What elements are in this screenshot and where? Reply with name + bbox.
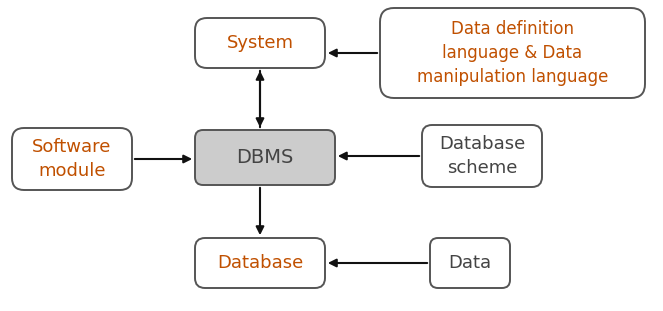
Text: Data definition
language & Data
manipulation language: Data definition language & Data manipula… bbox=[417, 21, 608, 86]
FancyBboxPatch shape bbox=[422, 125, 542, 187]
FancyBboxPatch shape bbox=[430, 238, 510, 288]
Text: System: System bbox=[227, 34, 294, 52]
FancyBboxPatch shape bbox=[195, 18, 325, 68]
Text: Software
module: Software module bbox=[32, 138, 111, 180]
Text: Database
scheme: Database scheme bbox=[439, 135, 525, 177]
FancyBboxPatch shape bbox=[195, 130, 335, 185]
FancyBboxPatch shape bbox=[195, 238, 325, 288]
Text: DBMS: DBMS bbox=[236, 148, 294, 167]
Text: Data: Data bbox=[448, 254, 491, 272]
FancyBboxPatch shape bbox=[12, 128, 132, 190]
Text: Database: Database bbox=[217, 254, 303, 272]
FancyBboxPatch shape bbox=[380, 8, 645, 98]
